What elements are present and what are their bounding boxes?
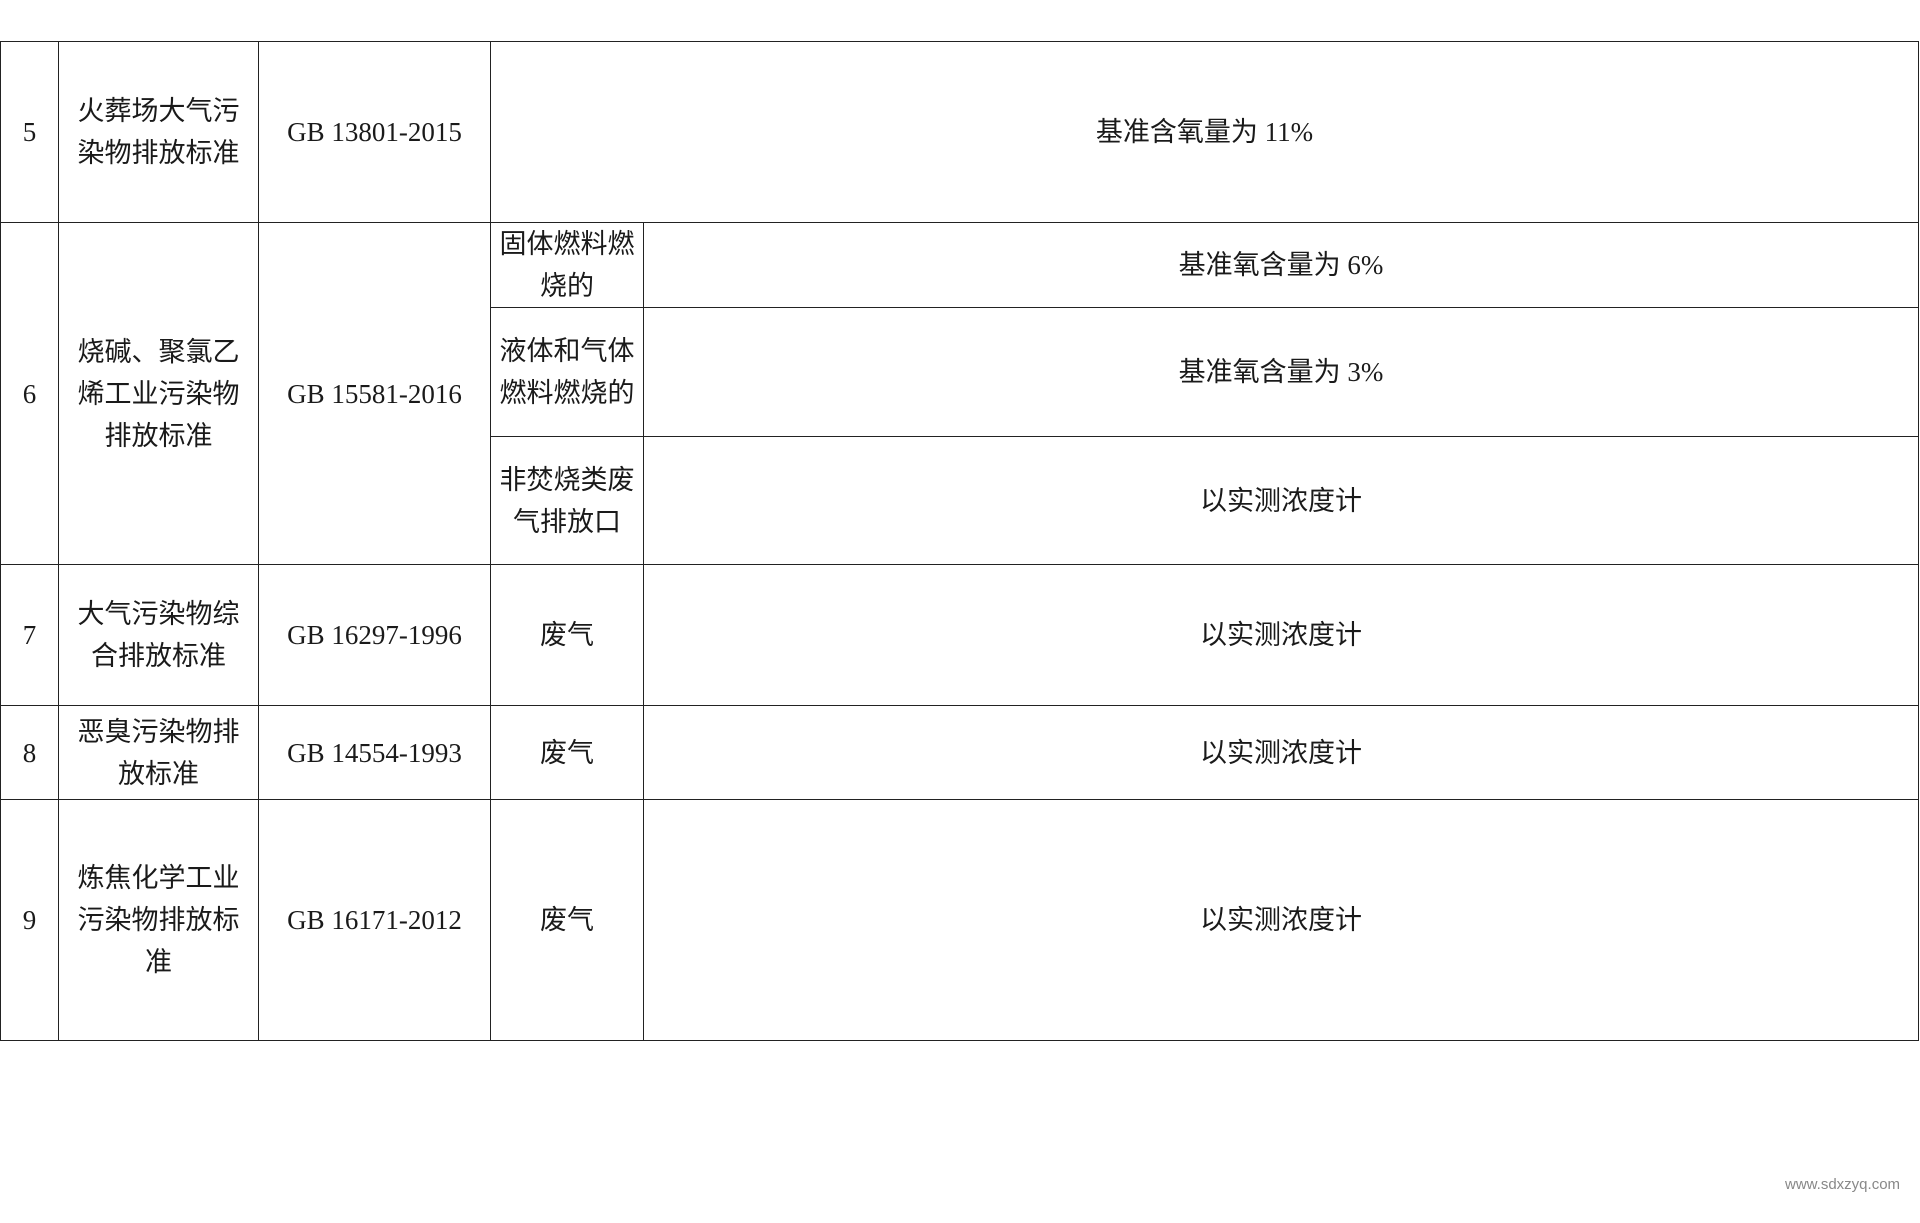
table-row: 7 大气污染物综合排放标准 GB 16297-1996 废气 以实测浓度计 — [0, 564, 1919, 706]
emission-type: 非焚烧类废气排放口 — [490, 436, 644, 565]
row-number: 8 — [0, 705, 59, 800]
table-row: 8 恶臭污染物排放标准 GB 14554-1993 废气 以实测浓度计 — [0, 705, 1919, 800]
emission-type: 固体燃料燃烧的 — [490, 222, 644, 308]
table-row: 9 炼焦化学工业污染物排放标准 GB 16171-2012 废气 以实测浓度计 — [0, 799, 1919, 1041]
standard-name: 大气污染物综合排放标准 — [58, 564, 259, 706]
standard-name: 恶臭污染物排放标准 — [58, 705, 259, 800]
standard-code: GB 16297-1996 — [258, 564, 491, 706]
standard-code: GB 13801-2015 — [258, 41, 491, 223]
standard-note: 以实测浓度计 — [643, 799, 1919, 1041]
emission-type: 废气 — [490, 564, 644, 706]
standard-code: GB 15581-2016 — [258, 222, 491, 565]
standard-note: 基准氧含量为 6% — [643, 222, 1919, 308]
watermark: www.sdxzyq.com — [1785, 1176, 1901, 1193]
table-row: 5 火葬场大气污染物排放标准 GB 13801-2015 基准含氧量为 11% — [0, 41, 1919, 223]
standard-code: GB 16171-2012 — [258, 799, 491, 1041]
row-number: 6 — [0, 222, 59, 565]
row-number: 9 — [0, 799, 59, 1041]
standard-note: 以实测浓度计 — [643, 564, 1919, 706]
standard-note: 基准氧含量为 3% — [643, 307, 1919, 437]
standard-note: 以实测浓度计 — [643, 705, 1919, 800]
standard-name: 火葬场大气污染物排放标准 — [58, 41, 259, 223]
standard-code: GB 14554-1993 — [258, 705, 491, 800]
emission-type: 废气 — [490, 799, 644, 1041]
standards-table: 5 火葬场大气污染物排放标准 GB 13801-2015 基准含氧量为 11% … — [0, 41, 1919, 1041]
emission-type: 液体和气体燃料燃烧的 — [490, 307, 644, 437]
standard-note: 以实测浓度计 — [643, 436, 1919, 565]
standard-name: 炼焦化学工业污染物排放标准 — [58, 799, 259, 1041]
table-row: 6 烧碱、聚氯乙烯工业污染物排放标准 GB 15581-2016 固体燃料燃烧的… — [0, 222, 1919, 565]
emission-type: 废气 — [490, 705, 644, 800]
row-number: 7 — [0, 564, 59, 706]
standard-name: 烧碱、聚氯乙烯工业污染物排放标准 — [58, 222, 259, 565]
standard-note: 基准含氧量为 11% — [490, 41, 1919, 223]
row-number: 5 — [0, 41, 59, 223]
